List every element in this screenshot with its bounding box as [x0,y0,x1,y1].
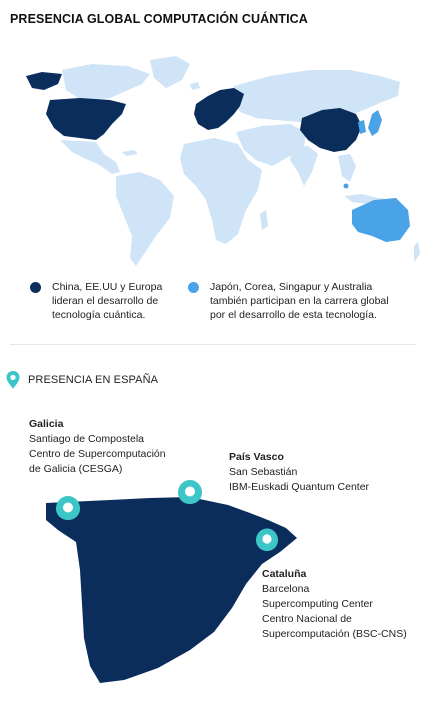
singapore-region [343,183,349,189]
china-region [300,108,362,152]
page-title: PRESENCIA GLOBAL COMPUTACIÓN CUÁNTICA [10,12,308,26]
other-countries [60,56,420,266]
legend-participants-line: Japón, Corea, Singapur y Australia [210,281,373,293]
cataluna-line: Centro Nacional de [262,613,352,625]
section-divider [10,344,416,345]
cataluna-line: Barcelona [262,583,310,595]
pais-vasco-line: San Sebastián [229,466,298,478]
pais-vasco-info: País Vasco San Sebastián IBM-Euskadi Qua… [229,450,369,495]
map-pin-icon [6,371,20,389]
cataluna-line: Supercomputing Center [262,598,373,610]
spain-section-label: PRESENCIA EN ESPAÑA [28,374,159,386]
cataluna-info: Cataluña Barcelona Supercomputing Center… [262,567,407,642]
pais-vasco-name: País Vasco [229,451,284,463]
world-map [26,56,420,266]
spain-map [46,480,297,683]
legend-participants-line: también participan en la carrera global [210,295,389,307]
legend-leaders-text: China, EE.UU y Europa lideran el desarro… [52,280,162,322]
legend-leaders-line: lideran el desarrollo de [52,295,159,307]
leader-countries [26,72,362,152]
cataluna-name: Cataluña [262,568,307,580]
australia-region [352,198,410,242]
galicia-info: Galicia Santiago de Compostela Centro de… [29,417,166,477]
legend-leaders-line: tecnología cuántica. [52,309,146,321]
pin-cataluna[interactable] [256,528,278,552]
usa-region [46,98,126,140]
korea-region [358,120,366,134]
legend-leaders-line: China, EE.UU y Europa [52,281,163,293]
pais-vasco-line: IBM-Euskadi Quantum Center [229,481,370,493]
leader-swatch [30,282,41,293]
spain-shape [46,497,297,683]
galicia-line: Santiago de Compostela [29,433,144,445]
legend-participants-text: Japón, Corea, Singapur y Australia tambi… [210,280,389,322]
participant-swatch [188,282,199,293]
pin-pais-vasco[interactable] [178,480,202,504]
galicia-name: Galicia [29,418,64,430]
europe-region [194,88,244,130]
galicia-line: Centro de Supercomputación [29,448,166,460]
alaska-region [26,72,62,90]
japan-region [368,110,382,136]
galicia-line: de Galicia (CESGA) [29,463,123,475]
legend-participants-line: por el desarrollo de esta tecnología. [210,309,377,321]
participant-countries [343,110,410,242]
cataluna-line: Supercomputación (BSC-CNS) [262,628,407,640]
pin-galicia[interactable] [56,496,80,520]
